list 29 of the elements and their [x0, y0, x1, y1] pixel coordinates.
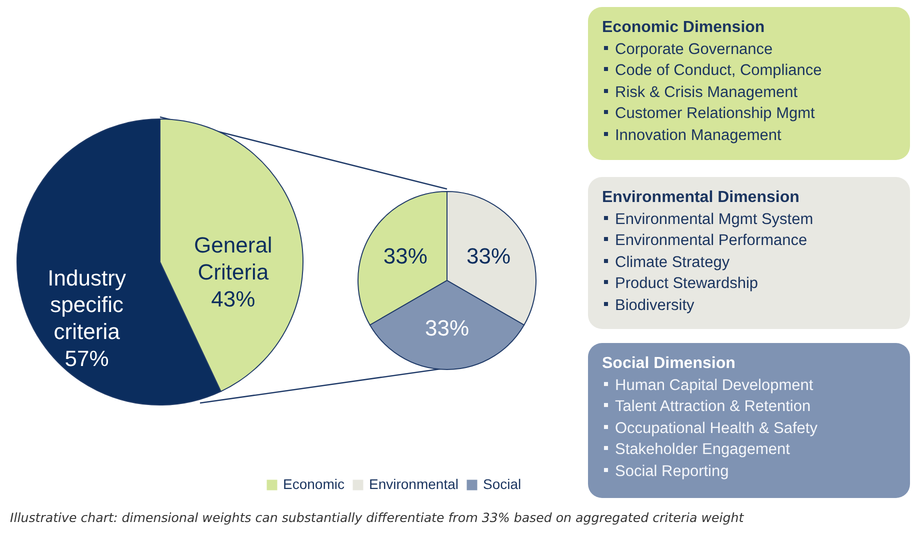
text: Economic Dimension [602, 18, 766, 38]
text: Social Reporting [614, 462, 730, 482]
data-label: 57% [64, 346, 109, 371]
data-label: 33% [424, 316, 470, 340]
legend-label: Environmental [369, 476, 458, 492]
legend-label: Economic [283, 476, 344, 492]
text: Social Dimension [602, 354, 736, 374]
data-label: 33% [383, 244, 428, 268]
slice-label: General Criteria [194, 232, 272, 284]
text: Climate Strategy [614, 252, 731, 273]
text: Biodiversity [614, 296, 696, 316]
text: Environmental Mgmt System [614, 210, 814, 230]
text: Product Stewardship [614, 274, 760, 294]
data-label: 33% [466, 244, 511, 268]
text: Talent Attraction & Retention [614, 397, 812, 418]
text: Environmental Performance [614, 231, 808, 252]
data-label: 43% [211, 286, 256, 312]
text: Innovation Management [614, 126, 782, 146]
text: Corporate Governance [614, 40, 774, 60]
text: Customer Relationship Mgmt [614, 104, 816, 124]
text: Illustrative chart: dimensional weights can substantially differentiate from 33% based on aggregated criteria weight [10, 510, 744, 525]
text: Code of Conduct, Compliance [614, 61, 823, 82]
slice-label: Industry specific criteria [48, 265, 126, 344]
text: Human Capital Development [614, 376, 814, 396]
text: Stakeholder Engagement [614, 440, 791, 460]
text: Environmental Dimension [602, 188, 800, 208]
text: Risk & Crisis Management [614, 82, 799, 103]
legend-label: Social [483, 476, 522, 492]
text: Occupational Health & Safety [614, 418, 818, 439]
